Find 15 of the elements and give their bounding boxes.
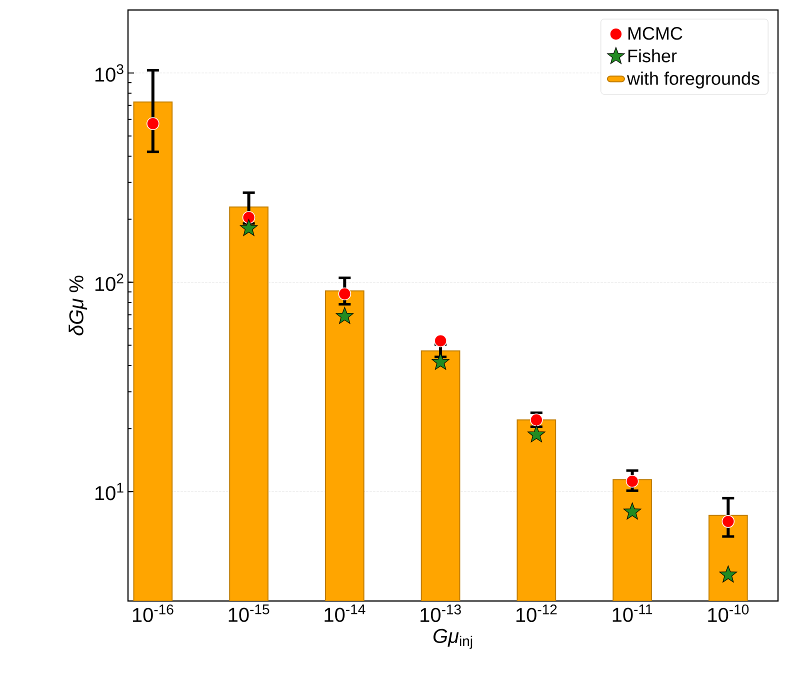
y-axis-title: δGμ % (68, 276, 88, 336)
legend-label: with foregrounds (626, 72, 760, 88)
legend-label: MCMC (628, 27, 682, 40)
x-tick-label: 10$^{-10}$ (708, 604, 749, 622)
y-tick-label: 10$^{1}$ (95, 482, 124, 500)
x-tick-label: 10$^{-16}$ (132, 604, 174, 622)
x-tick-label: 10$^{-13}$ (420, 604, 461, 622)
x-tick-label: 10$^{-14}$ (324, 604, 366, 622)
x-axis-title: Gμ$_{inj}$ (433, 628, 472, 649)
x-tick-label: 10$^{-11}$ (612, 604, 652, 622)
x-tick-label: 10$^{-12}$ (516, 604, 557, 622)
y-tick-label: 10$^{2}$ (95, 274, 124, 292)
legend-label: Fisher (628, 49, 677, 62)
y-tick-label: 10$^{3}$ (95, 64, 124, 82)
x-tick-label: 10$^{-15}$ (228, 604, 270, 622)
